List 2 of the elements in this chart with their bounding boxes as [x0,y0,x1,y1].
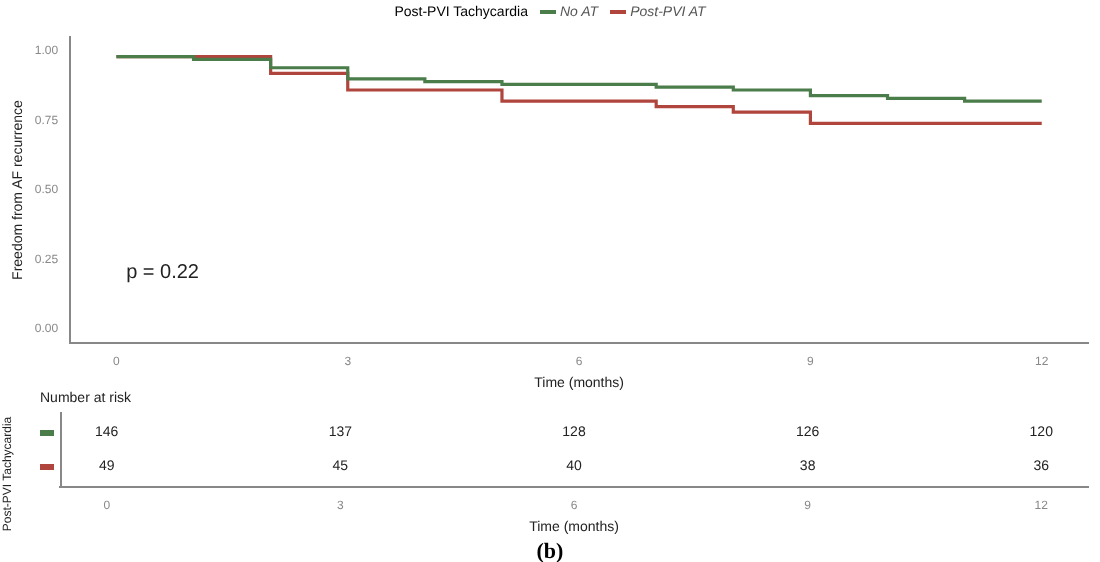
annotation: p = 0.22 [126,262,200,285]
text: (b) [534,540,566,562]
